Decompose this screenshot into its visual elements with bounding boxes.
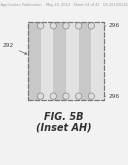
Text: 292: 292 — [3, 43, 27, 54]
Circle shape — [76, 93, 82, 99]
Text: 296: 296 — [104, 23, 120, 28]
Bar — [79, 22, 91, 100]
Bar — [41, 22, 53, 100]
Circle shape — [88, 23, 94, 29]
Bar — [66, 22, 79, 100]
Text: (Inset AH): (Inset AH) — [36, 122, 92, 132]
Bar — [91, 22, 104, 100]
Circle shape — [38, 93, 44, 99]
Circle shape — [50, 23, 56, 29]
Bar — [28, 22, 41, 100]
Text: Patent Application Publication    May 22, 2014   Sheet 14 of 41   US 2014/014154: Patent Application Publication May 22, 2… — [0, 3, 128, 7]
Bar — [28, 22, 104, 100]
Text: FIG. 5B: FIG. 5B — [44, 112, 84, 122]
Circle shape — [63, 23, 69, 29]
Text: 296: 296 — [104, 94, 120, 99]
Circle shape — [88, 93, 94, 99]
Circle shape — [63, 93, 69, 99]
Circle shape — [50, 93, 56, 99]
Circle shape — [38, 23, 44, 29]
Circle shape — [76, 23, 82, 29]
Bar — [53, 22, 66, 100]
Bar — [28, 22, 104, 100]
